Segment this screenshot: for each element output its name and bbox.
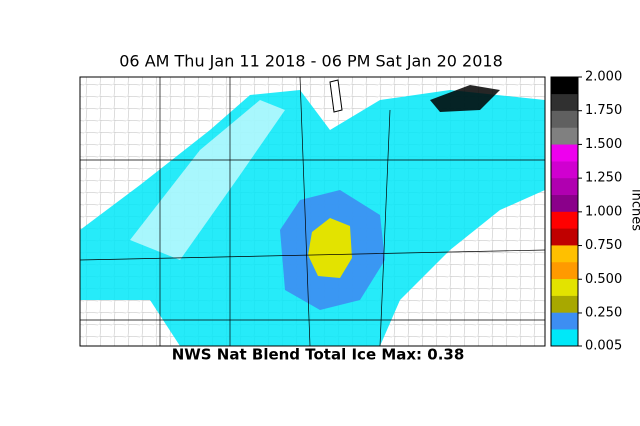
map xyxy=(80,77,545,346)
colorbar-tick-label: 2.000 xyxy=(585,70,622,85)
colorbar: 0.005 0.250 0.500 0.750 1.000 1.250 1.500 1.750… xyxy=(550,70,622,354)
colorbar-tick-label: 0.005 xyxy=(585,339,622,354)
map-frame xyxy=(79,76,546,347)
colorbar-segment xyxy=(551,312,578,330)
colorbar-segment xyxy=(551,194,578,212)
colorbar-tick-label: 0.500 xyxy=(585,272,622,287)
colorbar-tick-label: 0.750 xyxy=(585,238,622,253)
colorbar-segment xyxy=(551,295,578,313)
colorbar-label: inches xyxy=(629,189,640,231)
colorbar-segment xyxy=(551,329,578,347)
colorbar-tick-label: 0.250 xyxy=(585,305,622,320)
colorbar-tick-label: 1.750 xyxy=(585,103,622,118)
colorbar-segment xyxy=(551,278,578,296)
colorbar-segment xyxy=(551,93,578,111)
colorbar-tick-label: 1.250 xyxy=(585,171,622,186)
colorbar-segment xyxy=(551,245,578,263)
colorbar-segment xyxy=(551,77,578,95)
colorbar-segment xyxy=(551,177,578,195)
map-caption: NWS Nat Blend Total Ice Max: 0.38 xyxy=(172,346,465,364)
map-title: 06 AM Thu Jan 11 2018 - 06 PM Sat Jan 20… xyxy=(119,52,503,71)
colorbar-segment xyxy=(551,261,578,280)
colorbar-segment xyxy=(551,127,578,145)
colorbar-segment xyxy=(551,110,578,128)
colorbar-tick-label: 1.000 xyxy=(585,204,622,219)
colorbar-tick-label: 1.500 xyxy=(585,137,622,152)
colorbar-segment xyxy=(551,211,578,229)
colorbar-segment xyxy=(551,144,578,162)
colorbar-segment xyxy=(551,228,578,246)
colorbar-segment xyxy=(551,161,578,179)
